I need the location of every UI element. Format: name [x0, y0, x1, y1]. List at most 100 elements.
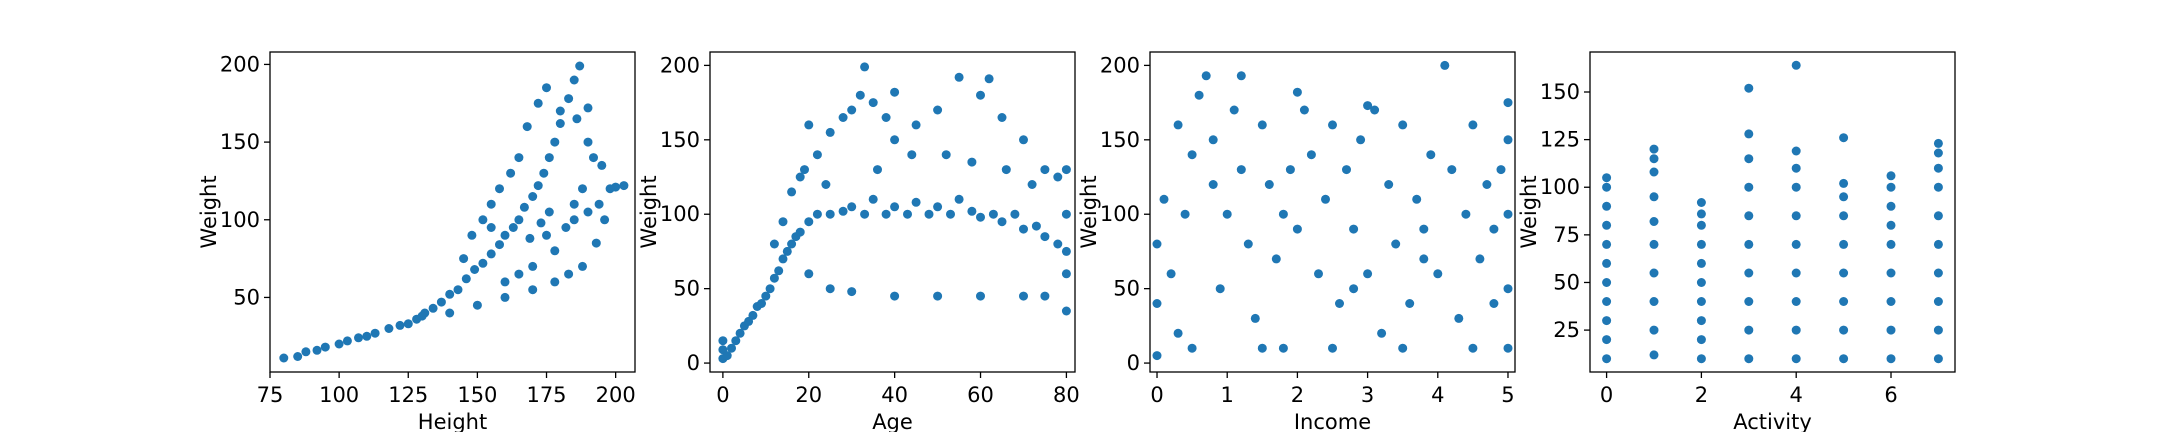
data-point [428, 303, 438, 313]
data-point [1335, 299, 1344, 308]
data-point [1791, 60, 1801, 70]
data-point [1180, 209, 1190, 219]
data-point [855, 90, 865, 100]
data-point [1886, 268, 1896, 278]
data-point [1744, 154, 1754, 164]
data-point [1398, 120, 1408, 130]
data-point [544, 207, 554, 217]
scatter-panel-1: 75 100 125 150 175 200 50 100 150 200 Height Weight [197, 51, 636, 432]
data-point [769, 239, 779, 249]
data-point [1602, 278, 1612, 287]
data-point [539, 168, 549, 178]
data-point [860, 209, 870, 219]
data-point [1257, 120, 1267, 130]
data-point [1285, 165, 1295, 175]
data-point [1696, 316, 1706, 326]
data-point [312, 345, 322, 355]
y-tick-label: 150 [220, 130, 260, 154]
data-point [1791, 182, 1801, 192]
data-point [1503, 135, 1513, 145]
data-point [1503, 343, 1513, 353]
data-point [890, 135, 900, 145]
data-point [1208, 135, 1218, 145]
data-point [550, 277, 560, 287]
data-point [838, 113, 848, 122]
data-point [486, 223, 496, 232]
data-point [384, 324, 394, 333]
data-point [1356, 135, 1366, 145]
data-point [1933, 211, 1943, 221]
x-tick-label: 125 [388, 383, 428, 407]
data-point [1791, 297, 1801, 306]
data-point [1886, 297, 1896, 306]
data-point [800, 165, 809, 175]
data-point [1001, 165, 1011, 175]
data-point [1602, 354, 1612, 364]
data-point [1649, 167, 1659, 177]
data-point [778, 217, 788, 227]
data-point [1696, 198, 1706, 207]
data-point [757, 299, 766, 308]
data-point [1061, 209, 1071, 219]
data-point [1933, 268, 1943, 278]
data-point [1384, 180, 1394, 189]
data-point [890, 202, 900, 212]
x-tick-label: 1 [1221, 383, 1234, 407]
data-point [1791, 239, 1801, 249]
data-point [787, 239, 797, 249]
data-point [1328, 120, 1337, 130]
data-point [572, 114, 582, 124]
data-point [536, 218, 546, 228]
data-point [320, 342, 330, 352]
data-point [1933, 354, 1943, 364]
data-point [1264, 180, 1274, 189]
data-point [1299, 105, 1309, 115]
data-point [967, 157, 977, 167]
data-point [1173, 120, 1183, 130]
data-point [619, 181, 629, 191]
data-point [1744, 297, 1754, 306]
data-point [1886, 220, 1896, 230]
data-point [395, 320, 405, 330]
data-point [436, 297, 446, 307]
x-tick-label: 5 [1501, 383, 1514, 407]
scatter-panel-2: 0 20 40 60 80 0 50 100 150 200 Age Weight [637, 51, 1080, 432]
data-point [1391, 239, 1401, 249]
y-tick-label: 75 [1553, 223, 1580, 247]
data-point [1744, 354, 1754, 364]
data-point [1839, 239, 1849, 249]
data-point [1278, 209, 1288, 219]
data-point [847, 202, 857, 212]
data-point [591, 238, 601, 248]
data-point [583, 207, 593, 217]
data-point [890, 291, 900, 301]
data-point [868, 194, 878, 204]
x-tick-label: 3 [1361, 383, 1374, 407]
data-point [946, 209, 955, 219]
data-point [924, 209, 934, 219]
data-point [528, 285, 538, 295]
data-point [988, 209, 998, 219]
y-tick-label: 100 [1540, 175, 1580, 199]
x-axis-label: Income [1294, 410, 1371, 432]
data-point [564, 94, 574, 104]
data-point [821, 180, 831, 189]
data-point [795, 172, 805, 182]
data-point [495, 240, 504, 250]
data-point [804, 120, 814, 130]
data-point [1649, 144, 1659, 154]
data-point [1061, 165, 1071, 175]
data-point [804, 269, 814, 279]
data-point [984, 74, 994, 84]
data-point [1791, 325, 1801, 335]
plot-frame [269, 51, 636, 373]
data-point [1152, 299, 1162, 308]
data-point [1061, 246, 1071, 256]
data-point [722, 351, 732, 361]
data-point [1040, 232, 1050, 242]
data-point [1602, 239, 1612, 249]
y-tick-label: 100 [660, 202, 700, 226]
data-point [1791, 163, 1801, 173]
x-tick-label: 80 [1053, 383, 1080, 407]
data-point [472, 300, 482, 310]
